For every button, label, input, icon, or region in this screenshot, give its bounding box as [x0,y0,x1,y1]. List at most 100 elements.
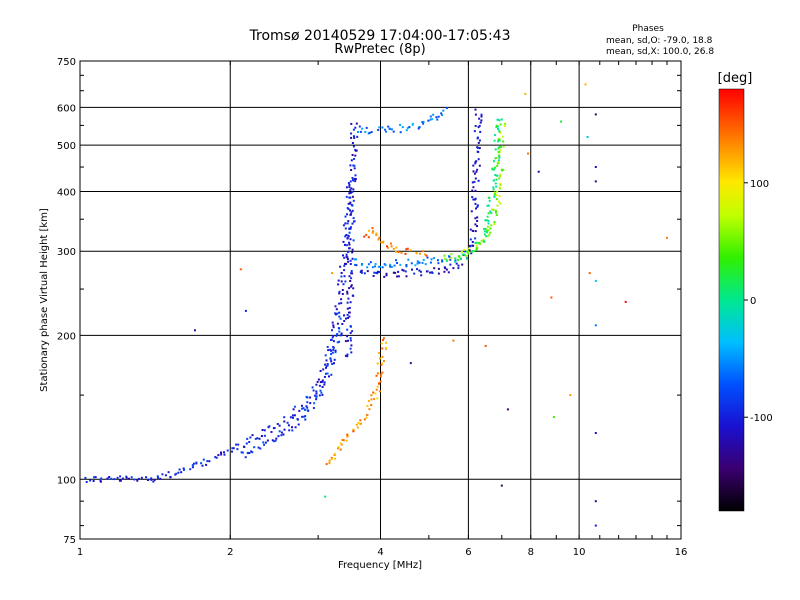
data-point [489,227,492,230]
data-point [336,341,339,344]
data-point [405,264,408,266]
data-point [316,380,319,383]
data-point [482,240,485,243]
data-point [348,311,350,314]
data-point [345,439,348,442]
data-point [471,189,474,192]
data-point [292,416,294,419]
data-point [264,441,267,444]
data-point [527,152,529,155]
data-point [372,275,375,277]
data-point [493,223,496,226]
data-point [487,212,490,215]
data-point [348,306,351,309]
data-point [388,127,391,130]
data-point [355,264,358,267]
data-point [326,372,329,375]
y-tick-label: 200 [57,331,76,342]
data-point [474,202,477,205]
data-point [106,477,109,480]
data-point [389,242,392,245]
data-point [116,476,119,479]
data-point [275,437,278,440]
data-point [445,259,448,262]
data-point [332,340,335,343]
data-point [475,160,478,163]
data-point [346,335,349,338]
data-point [346,292,349,295]
data-point [401,126,404,129]
data-point [352,179,355,182]
y-tick-label: 600 [57,103,76,114]
data-point [441,114,443,117]
data-point [240,451,243,454]
data-point [384,347,387,349]
data-point [498,156,501,159]
data-point [280,431,283,434]
data-point [384,264,387,267]
data-point [477,146,479,149]
data-point [450,256,453,259]
data-point [386,245,388,248]
y-tick-label: 400 [57,187,76,198]
data-point [370,131,373,134]
data-point [425,254,428,257]
data-point [370,394,373,397]
data-point [499,183,502,186]
data-point [385,274,388,277]
data-point [381,362,384,365]
data-point [396,262,398,264]
data-point [346,237,349,240]
data-point [220,453,223,456]
data-point [293,405,296,408]
data-point [325,372,327,375]
data-point [472,170,475,173]
data-point [340,302,343,305]
data-point [249,436,252,439]
data-point [245,442,248,445]
data-point [499,182,502,185]
data-point [444,257,446,260]
data-point [430,258,433,261]
data-point [350,169,353,171]
data-point [260,435,263,437]
data-point [140,476,143,479]
data-point [552,416,555,418]
data-point [368,131,371,134]
data-point [254,437,257,440]
data-point [594,279,597,282]
data-point [477,158,480,161]
data-point [491,208,494,211]
data-point [498,130,501,133]
data-point [496,190,499,193]
data-point [469,228,472,231]
data-point [472,164,475,167]
data-point [343,320,346,322]
data-point [272,427,275,430]
data-point [344,235,347,238]
data-point [350,272,353,275]
data-point [194,329,196,332]
data-point [344,215,347,218]
data-point [368,408,371,411]
data-point [152,480,155,483]
data-point [344,354,347,357]
data-point [315,396,318,399]
data-point [347,202,350,205]
data-point [488,233,491,236]
data-point [195,461,198,464]
data-point [483,227,486,230]
data-point [319,381,322,384]
data-point [474,217,477,220]
data-point [296,418,299,420]
data-point [263,443,266,446]
data-point [478,117,481,120]
data-point [329,348,332,351]
data-point [479,130,482,133]
x-tick-label: 16 [675,547,688,558]
data-point [499,131,502,134]
data-point [128,477,130,480]
data-point [89,479,92,482]
data-point [318,394,321,397]
data-point [476,220,479,222]
